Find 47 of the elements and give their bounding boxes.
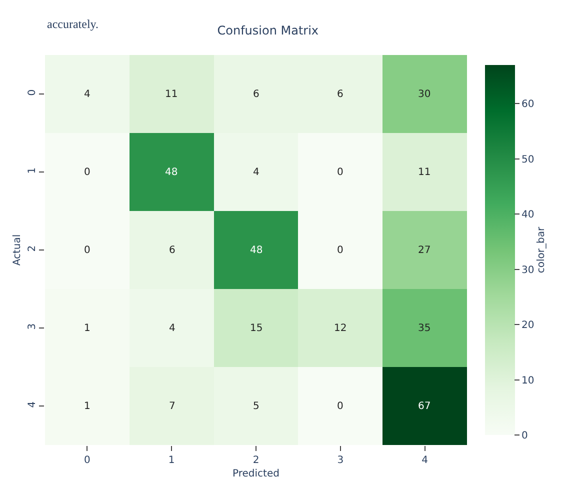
data-label: 6 (169, 245, 176, 256)
data-label: 7 (169, 401, 176, 412)
y-tick-label: 1 (27, 167, 38, 174)
y-tick-label: 4 (27, 401, 38, 408)
y-tick-label: 2 (27, 245, 38, 252)
data-label: 11 (165, 89, 178, 100)
data-label: 0 (337, 167, 344, 178)
data-label: 0 (84, 245, 90, 256)
y-axis-title: Actual (12, 234, 23, 266)
color-bar-label: 50 (522, 154, 534, 166)
color-bar-title: color_bar (536, 226, 548, 274)
x-axis-title: Predicted (232, 468, 280, 480)
chart-title: Confusion Matrix (217, 23, 319, 38)
data-label: 1 (84, 323, 90, 334)
x-tick-label: 0 (84, 455, 90, 466)
color-bar-label: 30 (522, 264, 534, 276)
data-label: 4 (253, 167, 260, 178)
x-tick-label: 2 (252, 455, 260, 466)
data-label: 48 (165, 167, 178, 178)
data-label: 0 (337, 401, 344, 412)
data-label: 12 (334, 323, 347, 334)
data-label: 1 (84, 401, 90, 412)
y-tick-label: 0 (27, 89, 38, 96)
data-label: 67 (418, 401, 431, 412)
data-label: 11 (418, 167, 431, 178)
color-bar-label: 40 (522, 210, 534, 221)
color-bar-label: 0 (522, 430, 528, 442)
text: accurately. (47, 17, 99, 31)
data-label: 6 (253, 89, 260, 100)
data-label: 15 (250, 323, 263, 334)
data-label: 6 (337, 89, 344, 100)
data-label: 48 (250, 245, 263, 256)
x-tick-label: 4 (422, 455, 428, 466)
color-bar-label: 20 (522, 320, 534, 332)
data-label: 4 (169, 323, 176, 334)
data-label: 35 (418, 323, 431, 334)
data-label: 0 (337, 245, 344, 256)
data-label: 0 (84, 167, 90, 178)
x-tick-label: 3 (337, 455, 344, 466)
data-label: 5 (253, 401, 260, 412)
data-label: 4 (84, 89, 90, 100)
y-tick-label: 3 (27, 323, 38, 330)
color-bar-label: 10 (522, 375, 534, 386)
data-label: 30 (418, 89, 431, 100)
color-bar-label: 60 (522, 99, 534, 110)
data-label: 27 (418, 245, 431, 256)
x-tick-label: 1 (168, 455, 175, 466)
